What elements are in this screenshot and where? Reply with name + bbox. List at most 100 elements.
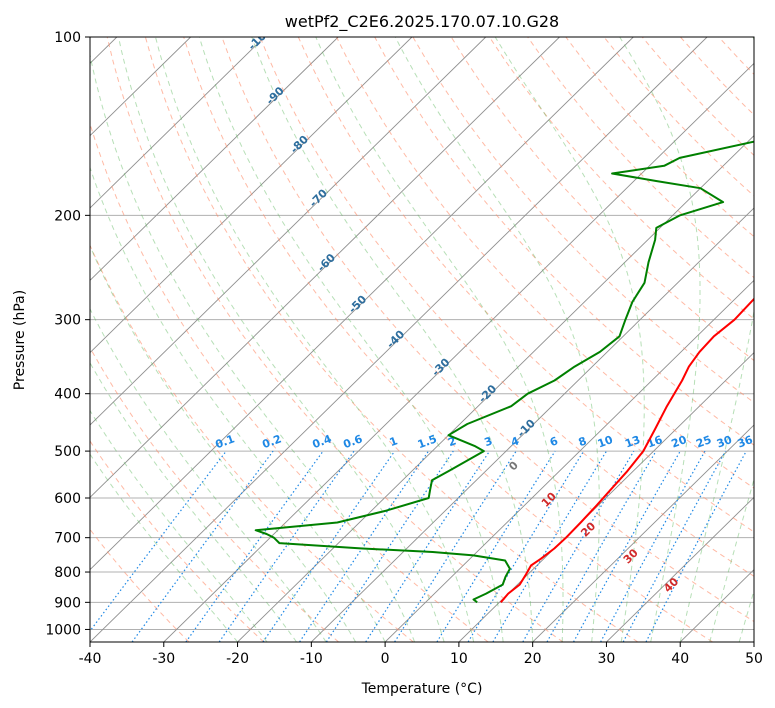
- x-axis: -40 -30 -20 -10 0 10 20 30 40 50: [79, 642, 763, 667]
- mixing-ratio-label: 3: [483, 434, 495, 449]
- moist-adiabat-line: [90, 307, 327, 642]
- mixing-ratio-line: [365, 450, 491, 642]
- moist-adiabat-line: [90, 166, 386, 642]
- moist-adiabat-label: 30: [621, 546, 641, 566]
- line-labels: 0.1 0.2 0.4 0.6 1 1.5 2 3 4 6 8 10 13 16 20 25 30 36-100-…: [214, 37, 755, 595]
- plot-area: 0.1 0.2 0.4 0.6 1 1.5 2 3 4 6 8 10 13 16 20 25 30 36-100-…: [90, 37, 775, 642]
- isotherm-label: -20: [476, 382, 499, 405]
- x-tick-label: 30: [598, 651, 616, 667]
- isotherm-line: [90, 37, 708, 642]
- mixing-ratio-line: [90, 450, 227, 633]
- mixing-ratio-label: 1.5: [416, 432, 439, 451]
- isotherm-line: [679, 569, 754, 642]
- y-tick-label: 300: [54, 313, 81, 329]
- mixing-ratio-label: 10: [596, 433, 615, 451]
- dry-adiabat-line: [680, 37, 754, 116]
- moist-adiabat-line: [118, 37, 445, 642]
- mixing-ratio-line: [645, 450, 747, 642]
- isotherm-line: [163, 62, 754, 642]
- y-tick-label: 900: [54, 595, 81, 611]
- dry-adiabat-line: [757, 37, 775, 642]
- moist-adiabat-line: [394, 37, 600, 642]
- x-tick-label: -10: [300, 651, 323, 667]
- x-tick-label: -20: [226, 651, 249, 667]
- dry-adiabat-line: [488, 37, 754, 320]
- y-tick-label: 200: [54, 208, 81, 224]
- dry-adiabat-lines: [90, 37, 775, 642]
- mixing-ratio-line: [131, 450, 274, 642]
- mixing-ratio-label: 8: [577, 434, 589, 449]
- dry-adiabat-line: [450, 37, 754, 362]
- dewpoint-profile-line: [254, 140, 754, 604]
- y-tick-label: 1000: [45, 622, 81, 638]
- y-tick-label: 100: [54, 30, 81, 46]
- x-tick-label: 50: [745, 651, 763, 667]
- plot-frame: [89, 36, 755, 643]
- isobar-gridlines: [90, 37, 754, 630]
- isotherm-label: -40: [384, 328, 407, 351]
- isotherm-line: [532, 424, 754, 642]
- mixing-ratio-line: [218, 450, 355, 642]
- dry-adiabat-line: [90, 122, 489, 642]
- isotherm-line: [753, 641, 754, 642]
- moist-adiabat-line: [619, 37, 701, 642]
- mixing-ratio-line: [185, 450, 324, 642]
- x-tick-label: 40: [671, 651, 689, 667]
- isotherm-line: [606, 496, 754, 642]
- y-axis: 100 200 300 400 500 600 700 800 900 1000: [45, 30, 90, 638]
- isotherm-label: -10: [515, 416, 538, 439]
- dry-adiabat-line: [90, 440, 265, 642]
- moist-adiabat-line: [315, 37, 564, 642]
- dry-adiabat-line: [565, 37, 754, 238]
- dry-adiabat-line: [297, 37, 754, 533]
- mixing-ratio-label: 0.6: [341, 432, 364, 451]
- moist-adiabat-line: [90, 409, 268, 642]
- mixing-ratio-label: 0.2: [261, 432, 284, 451]
- dry-adiabat-line: [259, 37, 754, 577]
- moist-adiabat-label: 40: [661, 575, 681, 595]
- mixing-ratio-line: [436, 450, 556, 642]
- y-tick-label: 400: [54, 387, 81, 403]
- moist-adiabat-line: [90, 361, 297, 642]
- mixing-ratio-label: 0.1: [214, 432, 237, 451]
- y-tick-label: 500: [54, 444, 81, 460]
- mixing-ratio-line: [546, 450, 657, 642]
- isotherm-label: -90: [264, 84, 287, 107]
- dry-adiabat-line: [374, 37, 754, 446]
- isotherm-label: -30: [429, 356, 452, 379]
- moist-adiabat-line: [90, 52, 416, 642]
- mixing-ratio-label: 4: [509, 434, 521, 449]
- mixing-ratio-line: [622, 450, 727, 642]
- moist-adiabat-label: 0: [506, 459, 521, 474]
- isotherm-line: [311, 207, 754, 642]
- moist-adiabat-line: [709, 477, 754, 642]
- moist-adiabat-line: [738, 589, 754, 642]
- mixing-ratio-line: [467, 450, 585, 642]
- mixing-ratio-label: 36: [736, 433, 755, 451]
- dry-adiabat-line: [106, 37, 564, 642]
- mixing-ratio-label: 25: [694, 433, 713, 450]
- moist-adiabat-lines: [90, 37, 754, 642]
- dry-adiabat-line: [527, 37, 754, 279]
- isotherm-line: [90, 37, 634, 571]
- mixing-ratio-label: 20: [670, 433, 689, 451]
- moist-adiabat-line: [494, 37, 645, 642]
- y-axis-label: Pressure (hPa): [12, 290, 28, 390]
- x-tick-label: 10: [450, 651, 468, 667]
- y-tick-label: 700: [54, 531, 81, 547]
- dry-adiabat-line: [90, 528, 190, 642]
- dry-adiabat-line: [90, 244, 414, 642]
- isotherm-line: [384, 279, 754, 642]
- dry-adiabat-line: [183, 37, 713, 642]
- chart-title: wetPf2_C2E6.2025.170.07.10.G28: [285, 12, 559, 32]
- dry-adiabat-line: [718, 37, 754, 76]
- sounding-series: [254, 140, 754, 604]
- isotherm-label: -60: [315, 251, 338, 274]
- dry-adiabat-line: [221, 37, 754, 623]
- x-tick-label: 0: [381, 651, 390, 667]
- mixing-ratio-label: 0.4: [311, 432, 334, 451]
- mixing-ratio-lines: [90, 450, 747, 642]
- x-axis-label: Temperature (°C): [361, 681, 483, 697]
- mixing-ratio-label: 6: [548, 434, 560, 449]
